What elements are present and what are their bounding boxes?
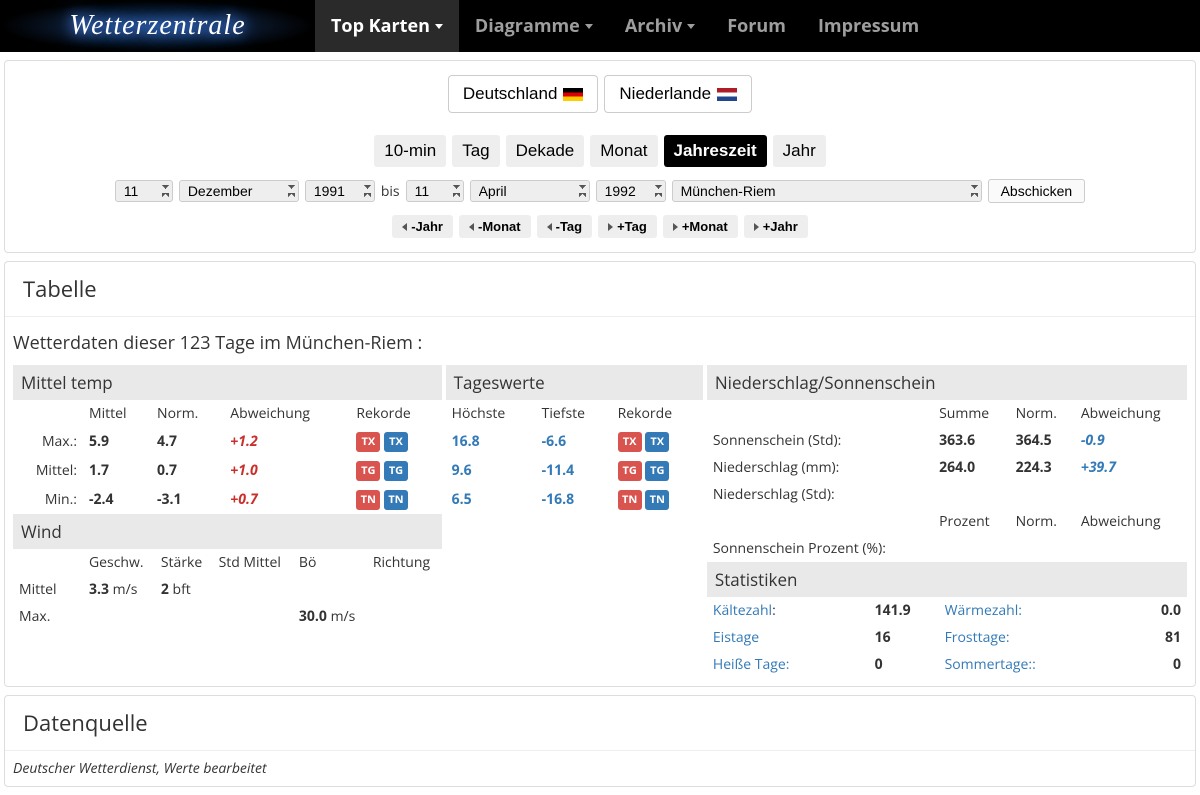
navbar: Wetterzentrale Top KartenDiagrammeArchiv… (0, 0, 1200, 52)
flag-de-icon (563, 88, 583, 101)
wind-head: Wind (13, 514, 442, 549)
badge-tg-red[interactable]: TG (618, 461, 642, 481)
table-row: 9.6-11.4TG TG (446, 456, 703, 485)
stat-link[interactable]: Heiße Tage: (713, 655, 790, 674)
table-row: Eistage16Frosttage:81 (707, 624, 1187, 651)
badge-tg-blue[interactable]: TG (384, 461, 408, 481)
badge-tx-red[interactable]: TX (356, 432, 380, 452)
badge-tx-blue[interactable]: TX (645, 432, 669, 452)
tageswerte-table: Höchste Tiefste Rekorde 16.8-6.6TX TX9.6… (446, 400, 703, 514)
logo-text: Wetterzentrale (69, 10, 245, 42)
period-jahreszeit[interactable]: Jahreszeit (664, 135, 767, 167)
period-10-min[interactable]: 10-min (374, 135, 446, 167)
stat-link[interactable]: Wärmezahl: (945, 601, 1022, 620)
wind-table: Geschw. Stärke Std Mittel Bö Richtung Mi… (13, 549, 442, 630)
badge-tx-red[interactable]: TX (618, 432, 642, 452)
country-germany-button[interactable]: Deutschland (448, 75, 599, 113)
nav-btn-plus-jahr[interactable]: +Jahr (744, 215, 808, 238)
badge-tn-blue[interactable]: TN (384, 490, 408, 510)
stats-table: Kältezahl:141.9Wärmezahl:0.0Eistage16Fro… (707, 597, 1187, 678)
stats-head: Statistiken (707, 562, 1187, 597)
table-row: Niederschlag (Std): (707, 481, 1187, 508)
country-de-label: Deutschland (463, 84, 558, 104)
badge-tn-red[interactable]: TN (356, 490, 380, 510)
chevron-right-icon (673, 223, 678, 231)
tabelle-panel: Tabelle Wetterdaten dieser 123 Tage im M… (4, 261, 1196, 687)
tabelle-subtitle: Wetterdaten dieser 123 Tage im München-R… (13, 331, 1187, 355)
period-tag[interactable]: Tag (452, 135, 499, 167)
period-jahr[interactable]: Jahr (773, 135, 826, 167)
tabelle-title: Tabelle (5, 262, 1195, 317)
caret-icon (687, 24, 695, 29)
controls-panel: Deutschland Niederlande 10-minTagDekadeM… (4, 60, 1196, 253)
nav-item-archiv[interactable]: Archiv (609, 0, 711, 52)
end-day-select[interactable]: 11 (406, 180, 464, 202)
end-year-select[interactable]: 1992 (596, 180, 666, 202)
end-month-select[interactable]: April (470, 180, 590, 202)
table-row: Mittel:1.70.7+1.0TG TG (13, 456, 442, 485)
chevron-right-icon (608, 223, 613, 231)
table-row: Min.:-2.4-3.1+0.7TN TN (13, 485, 442, 514)
badge-tn-red[interactable]: TN (618, 490, 642, 510)
nav-btn-minus-monat[interactable]: -Monat (459, 215, 531, 238)
badge-tn-blue[interactable]: TN (645, 490, 669, 510)
period-dekade[interactable]: Dekade (506, 135, 585, 167)
country-netherlands-button[interactable]: Niederlande (604, 75, 752, 113)
stat-link[interactable]: Eistage (713, 628, 759, 647)
chevron-left-icon (469, 223, 474, 231)
start-month-select[interactable]: Dezember (179, 180, 299, 202)
nav-btn-plus-tag[interactable]: +Tag (598, 215, 657, 238)
table-row: Sonnenschein Prozent (%): (707, 535, 1187, 562)
mittel-temp-head: Mittel temp (13, 365, 442, 400)
chevron-left-icon (547, 223, 552, 231)
nav-item-top-karten[interactable]: Top Karten (315, 0, 459, 52)
nav-item-forum[interactable]: Forum (711, 0, 802, 52)
table-row: Mittel3.3 m/s2 bft (13, 576, 442, 603)
nav-btn-minus-jahr[interactable]: -Jahr (392, 215, 453, 238)
datenquelle-body: Deutscher Wetterdienst, Werte bearbeitet (5, 751, 1195, 786)
table-row: Sonnenschein (Std):363.6364.5-0.9 (707, 427, 1187, 454)
logo[interactable]: Wetterzentrale (0, 0, 315, 52)
country-nl-label: Niederlande (619, 84, 711, 104)
badge-tg-blue[interactable]: TG (645, 461, 669, 481)
badge-tx-blue[interactable]: TX (384, 432, 408, 452)
caret-icon (435, 24, 443, 29)
chevron-left-icon (402, 223, 407, 231)
table-row: Max.30.0 m/s (13, 603, 442, 630)
datenquelle-panel: Datenquelle Deutscher Wetterdienst, Wert… (4, 695, 1196, 787)
period-monat[interactable]: Monat (590, 135, 657, 167)
table-row: Heiße Tage:0Sommertage::0 (707, 651, 1187, 678)
table-row: Niederschlag (mm):264.0224.3+39.7 (707, 454, 1187, 481)
chevron-right-icon (754, 223, 759, 231)
nav-btn-plus-monat[interactable]: +Monat (663, 215, 738, 238)
table-row: Kältezahl:141.9Wärmezahl:0.0 (707, 597, 1187, 624)
badge-tg-red[interactable]: TG (356, 461, 380, 481)
tageswerte-head: Tageswerte (446, 365, 703, 400)
submit-button[interactable]: Abschicken (988, 179, 1086, 203)
nieder-head: Niederschlag/Sonnenschein (707, 365, 1187, 400)
nav-item-impressum[interactable]: Impressum (802, 0, 935, 52)
stat-link[interactable]: Kältezahl (713, 601, 772, 620)
nieder-table: Summe Norm. Abweichung Sonnenschein (Std… (707, 400, 1187, 562)
flag-nl-icon (717, 88, 737, 101)
table-row: Max.:5.94.7+1.2TX TX (13, 427, 442, 456)
bis-label: bis (381, 182, 400, 201)
nav-item-diagramme[interactable]: Diagramme (459, 0, 609, 52)
stat-link[interactable]: Sommertage:: (945, 655, 1036, 674)
datenquelle-title: Datenquelle (5, 696, 1195, 751)
table-row: 6.5-16.8TN TN (446, 485, 703, 514)
table-row: 16.8-6.6TX TX (446, 427, 703, 456)
station-select[interactable]: München-Riem (672, 180, 982, 202)
nav-btn-minus-tag[interactable]: -Tag (537, 215, 592, 238)
start-year-select[interactable]: 1991 (305, 180, 375, 202)
caret-icon (585, 24, 593, 29)
start-day-select[interactable]: 11 (115, 180, 173, 202)
mittel-temp-table: Mittel Norm. Abweichung Rekorde Max.:5.9… (13, 400, 442, 514)
stat-link[interactable]: Frosttage: (945, 628, 1010, 647)
